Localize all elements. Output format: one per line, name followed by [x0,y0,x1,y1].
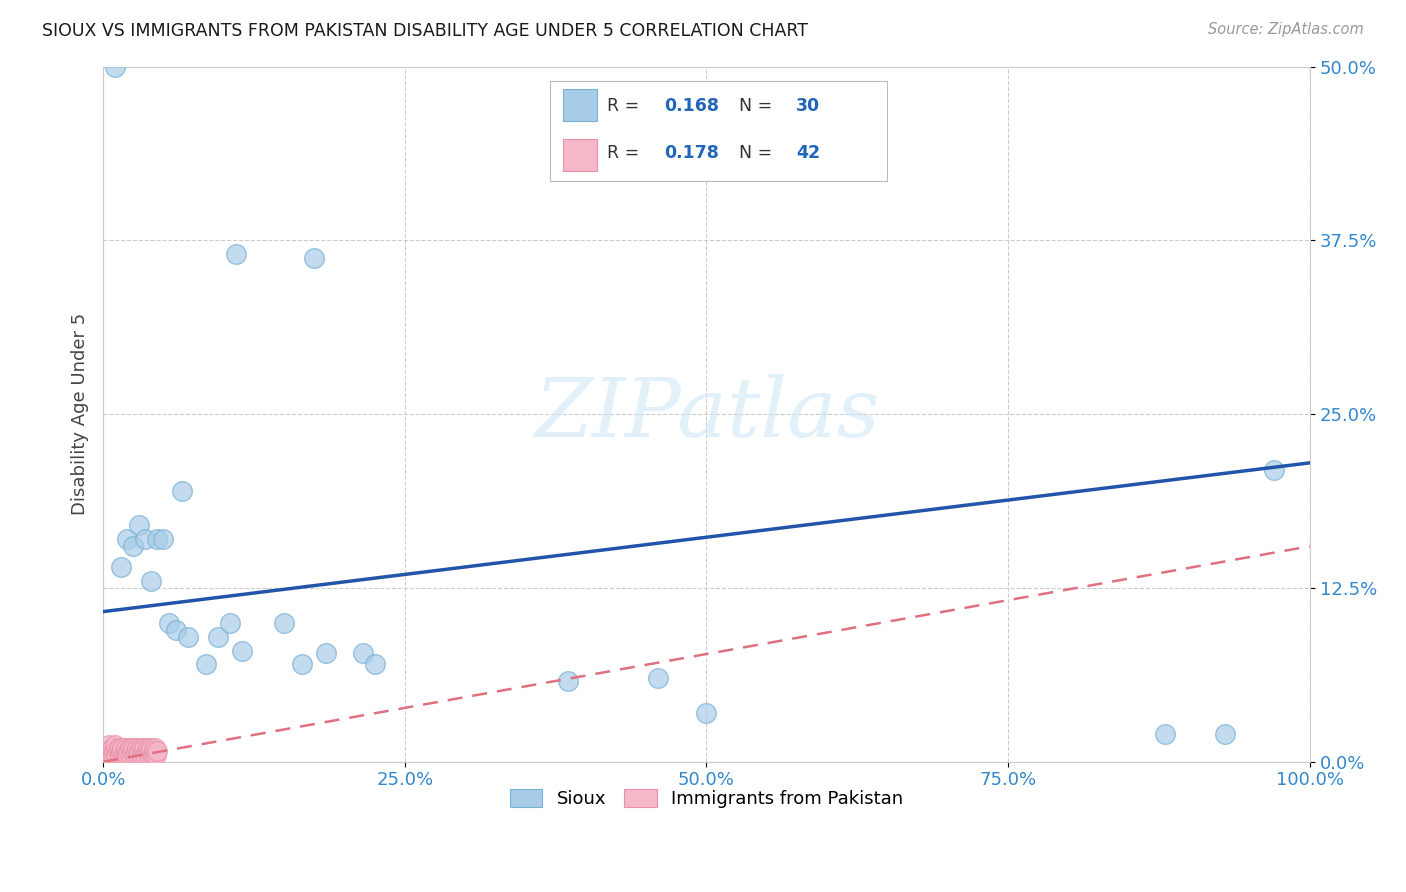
Point [134,740,156,755]
Point [128,518,150,533]
Point [117,744,139,758]
Point [194,657,217,672]
Point [107,744,129,758]
Point [134,747,156,762]
Point [647,671,669,685]
Point [145,747,167,762]
Point [129,740,152,755]
Point [117,533,139,547]
Point [207,630,229,644]
Point [273,615,295,630]
Point [1154,727,1177,741]
Point [139,744,162,758]
Point [134,533,156,547]
Point [218,615,240,630]
Point [104,738,127,752]
Point [141,574,163,588]
Point [110,744,132,758]
Point [143,740,166,755]
Point [110,560,132,574]
Point [112,747,135,762]
Point [352,646,374,660]
Point [122,539,145,553]
Point [304,252,326,266]
Point [128,744,150,758]
Point [225,247,247,261]
Point [142,747,165,762]
Point [120,747,142,762]
Point [231,643,253,657]
Point [176,630,198,644]
Point [108,740,131,755]
Point [125,740,148,755]
Point [315,646,337,660]
Point [165,623,187,637]
Point [114,744,136,758]
Point [363,657,385,672]
Point [122,740,145,755]
Point [1263,463,1285,477]
Point [557,674,579,689]
Point [111,740,134,755]
Point [138,747,160,762]
Point [135,744,157,758]
Point [124,747,146,762]
Point [152,533,174,547]
Point [104,60,127,74]
Text: Source: ZipAtlas.com: Source: ZipAtlas.com [1208,22,1364,37]
Point [98,738,121,752]
Point [127,747,149,762]
Point [118,740,141,755]
Point [115,740,138,755]
Point [291,657,314,672]
Point [146,533,169,547]
Point [146,744,169,758]
Point [695,706,717,720]
Text: SIOUX VS IMMIGRANTS FROM PAKISTAN DISABILITY AGE UNDER 5 CORRELATION CHART: SIOUX VS IMMIGRANTS FROM PAKISTAN DISABI… [42,22,808,40]
Point [96,744,118,758]
Point [98,747,121,762]
Point [131,747,153,762]
Text: ZIPatlas: ZIPatlas [534,374,879,454]
Point [132,744,155,758]
Y-axis label: Disability Age Under 5: Disability Age Under 5 [72,313,89,516]
Point [136,740,159,755]
Point [108,747,131,762]
Point [141,740,163,755]
Point [159,615,181,630]
Point [1215,727,1237,741]
Point [103,744,125,758]
Point [170,483,193,498]
Legend: Sioux, Immigrants from Pakistan: Sioux, Immigrants from Pakistan [502,781,911,815]
Point [101,747,124,762]
Point [100,740,122,755]
Point [121,744,143,758]
Point [105,747,128,762]
Point [142,744,165,758]
Point [125,744,148,758]
Point [117,747,139,762]
